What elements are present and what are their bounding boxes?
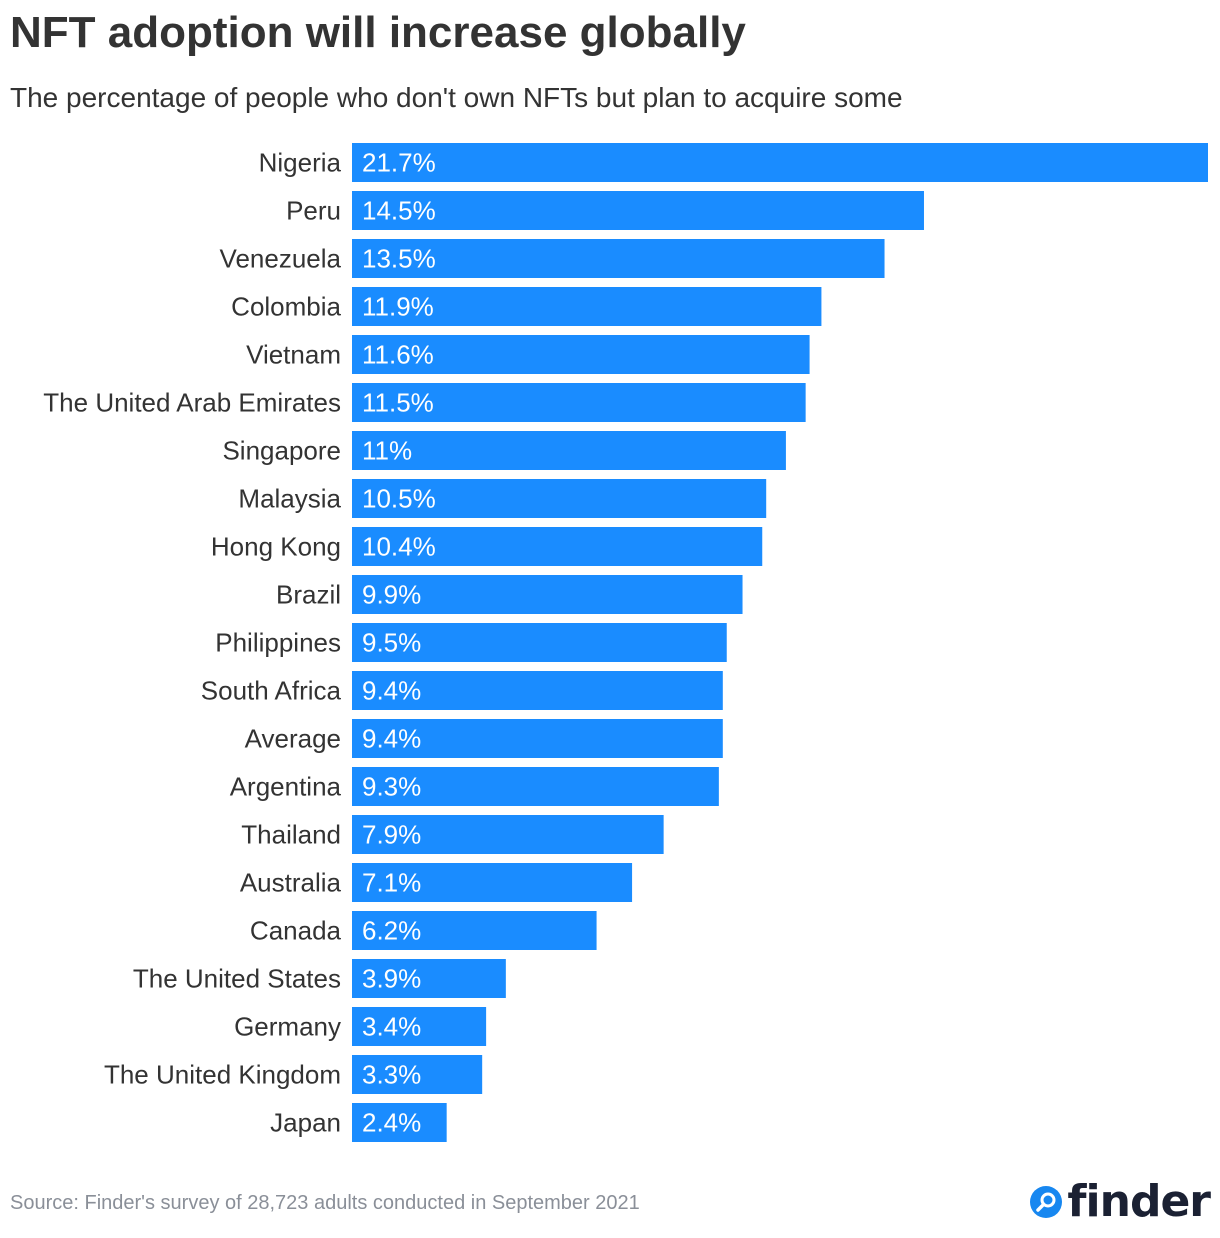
finder-logo[interactable]: finder xyxy=(1029,1176,1211,1227)
category-label: Singapore xyxy=(222,436,341,466)
category-label: Average xyxy=(245,724,341,754)
bar-value-label: 2.4% xyxy=(362,1108,421,1138)
bar xyxy=(352,287,822,326)
category-label: South Africa xyxy=(201,676,342,706)
bar xyxy=(352,767,719,806)
bar xyxy=(352,719,723,758)
bar-value-label: 9.4% xyxy=(362,724,421,754)
category-label: Thailand xyxy=(241,820,341,850)
bar xyxy=(352,959,506,998)
logo-text: finder xyxy=(1067,1176,1211,1227)
category-label: The United Kingdom xyxy=(104,1060,341,1090)
category-label: Brazil xyxy=(276,580,341,610)
category-label: Venezuela xyxy=(220,244,342,274)
category-label: The United States xyxy=(133,964,341,994)
bar xyxy=(352,911,597,950)
category-label: Malaysia xyxy=(238,484,341,514)
bar-value-label: 3.9% xyxy=(362,964,421,994)
category-label: Colombia xyxy=(231,292,341,322)
chart-subtitle: The percentage of people who don't own N… xyxy=(10,82,903,113)
bar-value-label: 11.5% xyxy=(362,388,434,418)
category-label: Germany xyxy=(234,1012,341,1042)
category-label: Australia xyxy=(240,868,342,898)
bar xyxy=(352,1103,447,1142)
bars-group: Nigeria 21.7% Peru 14.5% Venezuela 13.5% Colom… xyxy=(43,143,1208,1142)
bar-value-label: 11% xyxy=(362,436,412,466)
bar xyxy=(352,527,763,566)
bar xyxy=(352,1007,487,1046)
bar xyxy=(352,623,727,662)
source-note: Source: Finder's survey of 28,723 adults… xyxy=(10,1192,640,1214)
bar-value-label: 9.3% xyxy=(362,772,421,802)
bar xyxy=(352,1055,483,1094)
bar-value-label: 11.6% xyxy=(362,340,434,370)
category-label: Argentina xyxy=(230,772,342,802)
bar-value-label: 6.2% xyxy=(362,916,421,946)
bar xyxy=(352,479,767,518)
bar-value-label: 21.7% xyxy=(362,148,436,178)
bar-value-label: 3.4% xyxy=(362,1012,421,1042)
chart-title: NFT adoption will increase globally xyxy=(10,8,746,57)
bar xyxy=(352,143,1208,182)
bar-value-label: 7.9% xyxy=(362,820,421,850)
category-label: Hong Kong xyxy=(211,532,341,562)
bar xyxy=(352,575,743,614)
bar xyxy=(352,335,810,374)
bar xyxy=(352,383,806,422)
category-label: Philippines xyxy=(215,628,341,658)
bar-value-label: 11.9% xyxy=(362,292,434,322)
bar xyxy=(352,815,664,854)
magnifier-icon xyxy=(1030,1186,1063,1218)
category-label: Nigeria xyxy=(259,148,342,178)
bar-value-label: 10.4% xyxy=(362,532,436,562)
bar-value-label: 14.5% xyxy=(362,196,436,226)
category-label: Vietnam xyxy=(246,340,341,370)
bar-value-label: 7.1% xyxy=(362,868,421,898)
bar-value-label: 10.5% xyxy=(362,484,436,514)
bar-value-label: 9.5% xyxy=(362,628,421,658)
bar-value-label: 9.9% xyxy=(362,580,421,610)
category-label: The United Arab Emirates xyxy=(43,388,341,418)
bar-value-label: 13.5% xyxy=(362,244,436,274)
bar xyxy=(352,671,723,710)
bar xyxy=(352,191,924,230)
bar xyxy=(352,239,885,278)
bar-value-label: 3.3% xyxy=(362,1060,421,1090)
category-label: Peru xyxy=(286,196,341,226)
bar xyxy=(352,431,786,470)
bar-value-label: 9.4% xyxy=(362,676,421,706)
category-label: Canada xyxy=(250,916,342,946)
category-label: Japan xyxy=(270,1108,341,1138)
bar xyxy=(352,863,633,902)
